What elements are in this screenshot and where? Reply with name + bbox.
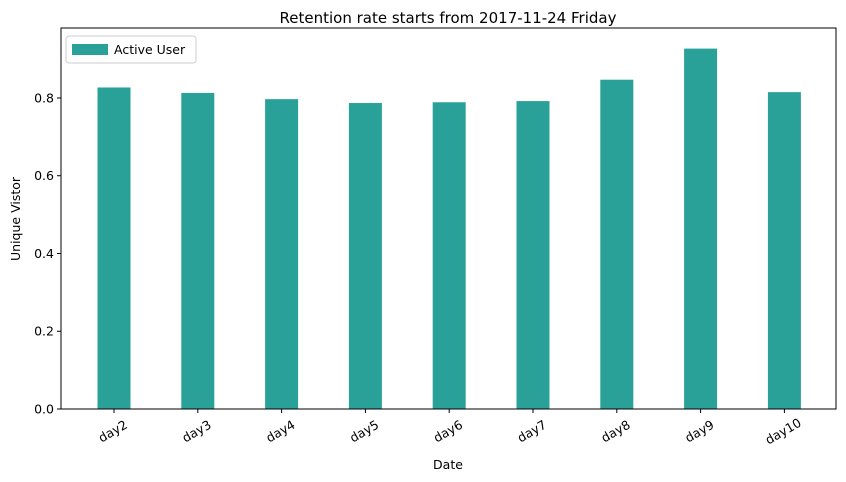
x-tick-label: day3 (179, 417, 213, 445)
legend-swatch (72, 44, 108, 55)
bar-day5 (348, 103, 382, 409)
bar-day10 (767, 92, 801, 410)
bar-day4 (265, 99, 299, 409)
x-tick-label: day4 (263, 417, 297, 445)
y-tick-label: 0.6 (34, 168, 54, 183)
x-tick-label: day5 (347, 417, 381, 445)
bar-series (97, 48, 801, 410)
x-tick-label: day2 (96, 417, 130, 445)
x-tick-label: day9 (682, 417, 716, 445)
bar-day2 (97, 87, 131, 409)
y-axis-label: Unique Vistor (8, 176, 23, 261)
legend-label-active-user: Active User (114, 42, 186, 57)
x-axis: day2 day3 day4 day5 day6 day7 day8 day9 day10 (96, 409, 804, 447)
legend: Active User (65, 35, 197, 64)
y-tick-label: 0.8 (34, 90, 54, 105)
y-axis: 0.0 0.2 0.4 0.6 0.8 (34, 90, 61, 417)
bar-day7 (516, 101, 550, 410)
bar-day6 (432, 102, 466, 410)
bar-day9 (684, 48, 718, 409)
plot-border (60, 27, 837, 410)
legend-frame (65, 35, 197, 64)
x-axis-label: Date (433, 457, 463, 472)
y-tick-label: 0.0 (34, 402, 54, 417)
bar-day8 (600, 79, 634, 409)
chart-title: Retention rate starts from 2017-11-24 Fr… (280, 9, 617, 27)
y-tick-label: 0.2 (34, 324, 54, 339)
x-tick-label: day7 (515, 417, 549, 445)
y-tick-label: 0.4 (34, 246, 54, 261)
x-tick-label: day6 (431, 417, 465, 445)
bar-day3 (181, 92, 215, 409)
x-tick-label: day8 (598, 417, 632, 445)
x-tick-label: day10 (763, 415, 804, 447)
